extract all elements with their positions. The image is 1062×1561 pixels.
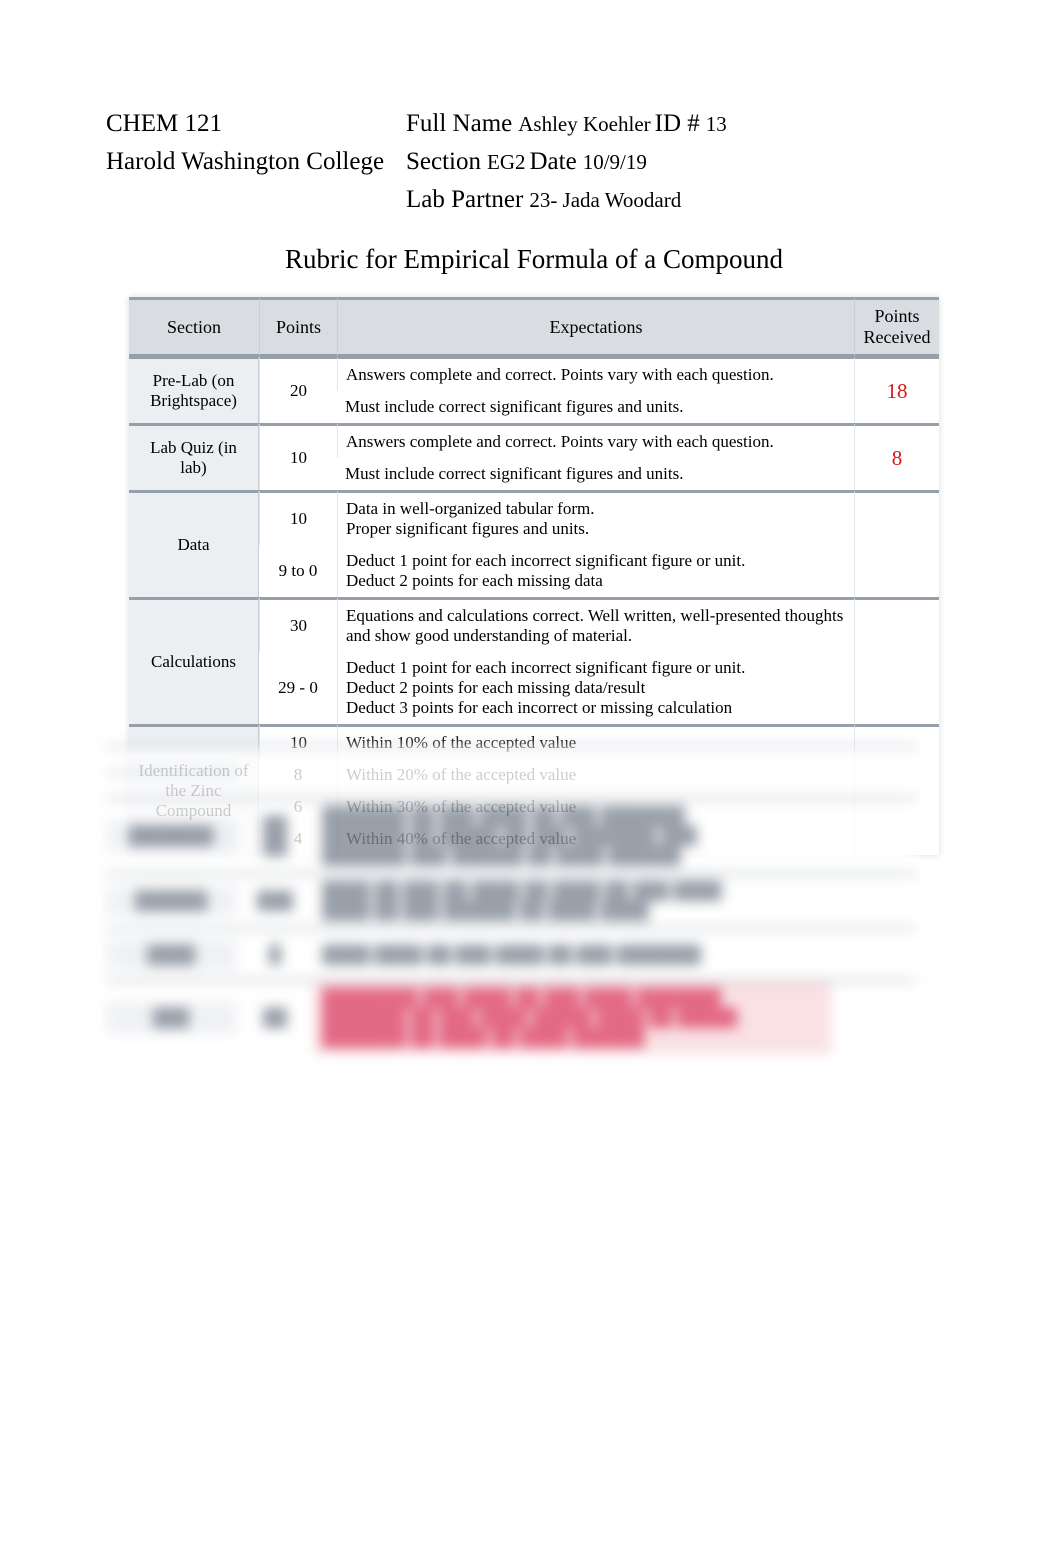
blurred-cell: ████ ████ ██ ███ ████ ██ ███ ███████ (314, 939, 831, 971)
row-expectation: Answers complete and correct. Points var… (337, 423, 854, 458)
row-points: 30 (259, 597, 337, 652)
id-value: 13 (700, 112, 731, 137)
row-expectation: Deduct 1 point for each incorrect signif… (337, 652, 854, 724)
course-code: CHEM 121 (106, 110, 406, 138)
col-received-header: Points Received (854, 297, 939, 356)
row-expectation: Deduct 1 point for each incorrect signif… (337, 545, 854, 597)
row-points: 10 (259, 490, 337, 545)
row-section: Calculations (129, 597, 259, 724)
row-received (854, 597, 939, 724)
row-expectation: Must include correct significant figures… (337, 391, 854, 423)
blurred-cell: ████ (236, 810, 314, 862)
blurred-cell: ███████ ██ ███ ████ ██ ███ █████████████… (314, 800, 831, 872)
fullname-label: Full Name (406, 110, 512, 138)
blurred-cell: ███████ (106, 820, 236, 852)
col-points-header: Points (259, 297, 337, 356)
row-received (854, 490, 939, 597)
row-points: 29 - 0 (259, 652, 337, 724)
row-section: Lab Quiz (in lab) (129, 423, 259, 490)
blurred-cell: █ (236, 939, 314, 971)
row-points: 9 to 0 (259, 545, 337, 597)
date-label: Date (530, 148, 577, 176)
row-expectation: Equations and calculations correct. Well… (337, 597, 854, 652)
row-expectation: Answers complete and correct. Points var… (337, 356, 854, 391)
section-label: Section (406, 148, 481, 176)
col-expectations-header: Expectations (337, 297, 854, 356)
section-value: EG2 (481, 150, 530, 175)
row-points: 20 (259, 356, 337, 423)
college-name: Harold Washington College (106, 148, 406, 176)
blurred-rubric-rows: ███████ ████ ███████ ██ ███ ████ ██ ███ … (106, 745, 916, 1070)
blurred-cell: ██ (236, 1002, 314, 1034)
blurred-cell (236, 767, 314, 779)
blurred-cell: ██████ (106, 885, 236, 917)
row-section: Pre-Lab (on Brightspace) (129, 356, 259, 423)
blurred-cell: ████ (106, 939, 236, 971)
rubric-title: Rubric for Empirical Formula of a Compou… (106, 244, 962, 275)
partner-value: 23- Jada Woodard (523, 188, 685, 213)
row-points: 10 (259, 423, 337, 490)
row-received: 18 (854, 356, 939, 423)
row-expectation: Must include correct significant figures… (337, 458, 854, 490)
blurred-cell (314, 767, 831, 779)
col-section-header: Section (129, 297, 259, 356)
blurred-cell (106, 767, 236, 779)
blurred-cell: ████████ ███ ████ ██ ███ ████ ██████████… (314, 982, 831, 1054)
fullname-value: Ashley Koehler (512, 112, 654, 137)
blurred-cell: ████ ██ ███ ██ ████ ██ ████ ██ ███ █████… (314, 875, 831, 927)
report-header: CHEM 121 Full Name Ashley Koehler ID # 1… (106, 110, 962, 214)
row-section: Data (129, 490, 259, 597)
blurred-cell: ███ (236, 885, 314, 917)
id-label: ID # (655, 110, 700, 138)
row-expectation: Data in well-organized tabular form. Pro… (337, 490, 854, 545)
row-received: 8 (854, 423, 939, 490)
blurred-cell: ███ (106, 1002, 236, 1034)
partner-label: Lab Partner (406, 186, 523, 214)
date-value: 10/9/19 (577, 150, 651, 175)
